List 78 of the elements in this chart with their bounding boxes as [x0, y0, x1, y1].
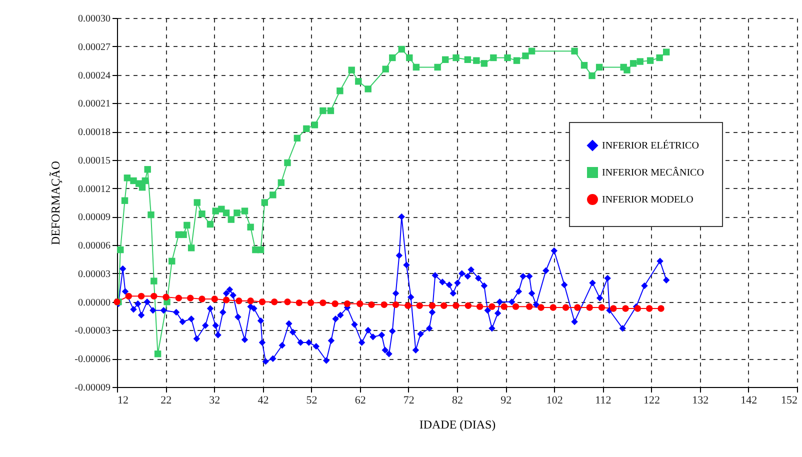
point: [296, 299, 302, 306]
y-tick-label: 0.00024: [78, 70, 110, 82]
point: [344, 300, 351, 308]
point: [258, 298, 266, 306]
y-tick-label: 0.00018: [78, 127, 110, 138]
point: [125, 292, 132, 300]
x-tick-label: 142: [740, 394, 758, 406]
y-tick-label: 0.00027: [78, 42, 110, 53]
y-tick-label: -0.00006: [74, 354, 110, 366]
point: [658, 305, 664, 312]
legend-label: INFERIOR MODELO: [602, 194, 694, 206]
point: [512, 303, 520, 310]
y-tick-label: -0.00009: [74, 382, 110, 394]
point: [247, 298, 254, 304]
point: [307, 299, 314, 306]
point: [162, 294, 170, 300]
x-tick-label: 42: [258, 394, 269, 406]
point: [138, 292, 145, 300]
x-tick-label: 92: [500, 394, 512, 406]
point: [440, 302, 448, 309]
point: [428, 302, 436, 309]
point: [368, 301, 375, 308]
point: [332, 300, 338, 308]
point: [646, 305, 653, 312]
y-tick-label: 0.00012: [78, 184, 110, 195]
point: [271, 298, 278, 306]
y-tick-label: 0.00030: [78, 14, 110, 24]
y-tick-label: -0.00003: [74, 326, 110, 337]
point: [476, 303, 484, 310]
x-tick-label: 102: [546, 394, 563, 406]
point: [198, 296, 206, 302]
point: [538, 304, 544, 311]
point: [586, 304, 593, 311]
point: [574, 304, 581, 311]
x-tick-label: 112: [595, 394, 612, 406]
point: [464, 302, 472, 309]
point: [488, 303, 496, 310]
point: [404, 302, 412, 309]
point: [356, 300, 364, 308]
point: [610, 305, 617, 312]
y-tick-label: 0.00009: [78, 212, 110, 224]
y-tick-label: 0.00003: [78, 268, 110, 280]
y-tick-label: 0.00006: [78, 240, 110, 252]
x-tick-label: 52: [306, 394, 318, 406]
y-tick-label: 0.00021: [78, 98, 110, 110]
point: [236, 298, 242, 304]
point: [222, 296, 230, 304]
point: [175, 294, 182, 302]
x-tick-label: 132: [692, 394, 709, 406]
y-tick-label: 0.00015: [78, 155, 110, 166]
x-tick-label: 82: [452, 394, 463, 406]
x-tick-label: 122: [644, 394, 660, 406]
point: [452, 302, 460, 309]
point: [320, 299, 326, 306]
point: [500, 303, 508, 310]
point: [526, 303, 533, 310]
point: [416, 302, 423, 309]
point: [550, 304, 557, 311]
x-tick-label: 12: [118, 394, 128, 406]
point: [211, 296, 218, 302]
x-axis-title: IDADE (DIAS): [419, 418, 496, 432]
x-tick-label: 62: [354, 394, 366, 406]
point: [150, 292, 158, 300]
point: [380, 301, 388, 308]
legend-label: INFERIOR MECÂNICO: [602, 166, 704, 178]
x-tick-label: 72: [403, 394, 414, 406]
x-tick-label: 152: [781, 394, 798, 406]
legend-label: INFERIOR ELÉTRICO: [602, 140, 699, 152]
point: [284, 298, 291, 306]
point: [562, 304, 570, 311]
y-tick-label: 0.00000: [78, 297, 110, 308]
x-tick-label: 32: [209, 394, 220, 406]
point: [186, 294, 194, 302]
point: [598, 304, 606, 311]
x-tick-label: 22: [160, 394, 172, 406]
point: [622, 305, 629, 312]
y-axis-title: DEFORMAÇÃO: [48, 160, 63, 246]
point: [392, 301, 400, 308]
